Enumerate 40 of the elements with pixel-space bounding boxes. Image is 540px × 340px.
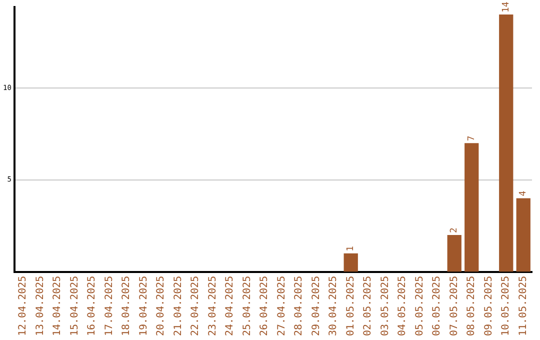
x-tick-label: 19.04.2025	[138, 276, 150, 336]
bar	[344, 253, 358, 272]
x-tick-label: 10.05.2025	[500, 276, 512, 336]
x-tick-label: 05.05.2025	[414, 276, 426, 336]
x-tick-label: 24.04.2025	[224, 276, 236, 336]
bar	[516, 198, 530, 272]
x-tick-label: 11.05.2025	[518, 276, 529, 336]
bar	[447, 235, 462, 272]
x-tick-label: 03.05.2025	[380, 276, 391, 336]
x-tick-label: 01.05.2025	[345, 276, 356, 336]
x-tick-label: 13.04.2025	[34, 276, 46, 336]
x-tick-label: 02.05.2025	[362, 276, 374, 336]
x-tick-label: 08.05.2025	[466, 276, 478, 336]
x-tick-label: 30.04.2025	[328, 276, 340, 336]
x-tick-label: 29.04.2025	[310, 276, 322, 336]
x-tick-label: 16.04.2025	[86, 276, 98, 336]
x-tick-label: 27.04.2025	[276, 276, 288, 336]
data-label: 14	[501, 2, 512, 13]
x-tick-label: 23.04.2025	[207, 276, 218, 336]
bar	[464, 143, 479, 272]
x-tick-label: 22.04.2025	[190, 276, 202, 336]
x-tick-label: 06.05.2025	[432, 276, 443, 336]
data-label: 7	[466, 136, 477, 142]
bar	[499, 14, 514, 272]
x-tick-label: 18.04.2025	[121, 276, 132, 336]
x-tick-label: 09.05.2025	[483, 276, 494, 336]
x-tick-label: 28.04.2025	[294, 276, 305, 336]
x-tick-label: 04.05.2025	[397, 276, 408, 336]
x-tick-label: 15.04.2025	[69, 276, 80, 336]
x-tick-label: 17.04.2025	[104, 276, 115, 336]
x-tick-label: 12.04.2025	[18, 276, 29, 336]
x-tick-label: 26.04.2025	[259, 276, 270, 336]
x-tick-label: 07.05.2025	[448, 276, 460, 336]
x-tick-label: 20.04.2025	[156, 276, 167, 336]
x-tick-label: 14.04.2025	[52, 276, 64, 336]
x-tick-label: 25.04.2025	[242, 276, 253, 336]
data-label: 1	[346, 246, 356, 252]
data-label: 4	[518, 190, 529, 196]
x-tick-label: 21.04.2025	[172, 276, 184, 336]
data-label: 2	[450, 228, 460, 234]
